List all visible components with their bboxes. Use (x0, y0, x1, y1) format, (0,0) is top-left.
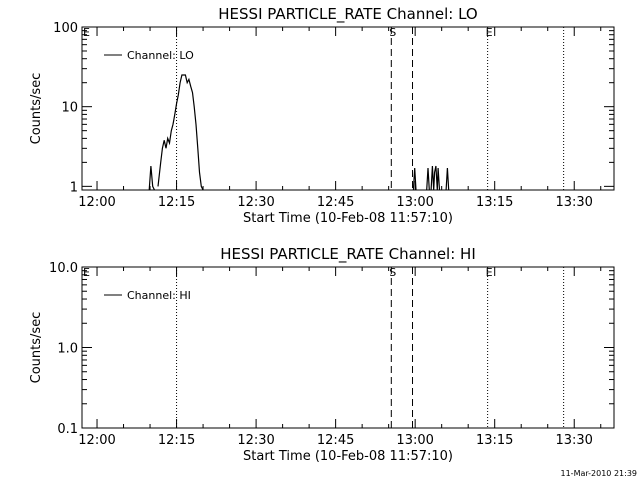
x-tick-label: 12:45 (317, 433, 354, 448)
y-tick-label: 0.1 (57, 422, 78, 437)
x-tick-label: 13:30 (555, 195, 592, 210)
x-tick-label: 12:15 (158, 195, 195, 210)
legend-label: Channel: LO (127, 49, 194, 62)
series-line (412, 167, 417, 191)
chart-title: HESSI PARTICLE_RATE Channel: HI (220, 245, 476, 264)
x-axis-label: Start Time (10-Feb-08 11:57:10) (243, 449, 453, 464)
series-line (157, 74, 204, 191)
edge-label: E (83, 26, 90, 39)
x-tick-label: 13:30 (555, 433, 592, 448)
chart-title: HESSI PARTICLE_RATE Channel: LO (218, 5, 477, 24)
x-tick-label: 12:00 (78, 195, 115, 210)
timestamp: 11-Mar-2010 21:39 (561, 469, 638, 478)
plot-frame (81, 26, 615, 191)
x-tick-label: 13:00 (396, 433, 433, 448)
marker-label: E (486, 266, 493, 279)
panel-lo: HESSI PARTICLE_RATE Channel: LO 1 10 100 12:… (29, 5, 615, 226)
panel-hi: HESSI PARTICLE_RATE Channel: HI 0.1 1.0 10.… (29, 245, 615, 464)
x-tick-label: 12:30 (237, 433, 274, 448)
x-tick-label: 12:45 (317, 195, 354, 210)
x-tick-label: 13:00 (396, 195, 433, 210)
x-axis-label: Start Time (10-Feb-08 11:57:10) (243, 211, 453, 226)
edge-label: E (83, 266, 90, 279)
x-tick-label: 13:15 (476, 433, 513, 448)
y-axis-label: Counts/sec (29, 73, 44, 145)
series-line (430, 165, 441, 191)
marker-label: S (389, 26, 396, 39)
legend-label: Channel: HI (127, 289, 191, 302)
series-line (148, 165, 156, 191)
y-tick-label: 10 (61, 101, 78, 116)
x-tick-label: 12:30 (237, 195, 274, 210)
x-tick-label: 13:15 (476, 195, 513, 210)
x-tick-label: 12:15 (158, 433, 195, 448)
marker-label: E (486, 26, 493, 39)
y-tick-label: 100 (53, 21, 78, 36)
x-tick-label: 12:00 (78, 433, 115, 448)
marker-label: S (389, 266, 396, 279)
series-line (445, 167, 450, 191)
y-axis-label: Counts/sec (29, 312, 44, 384)
y-tick-label: 1 (70, 180, 78, 195)
y-tick-label: 10.0 (49, 261, 78, 276)
series-line (426, 167, 430, 191)
y-tick-label: 1.0 (57, 342, 78, 357)
